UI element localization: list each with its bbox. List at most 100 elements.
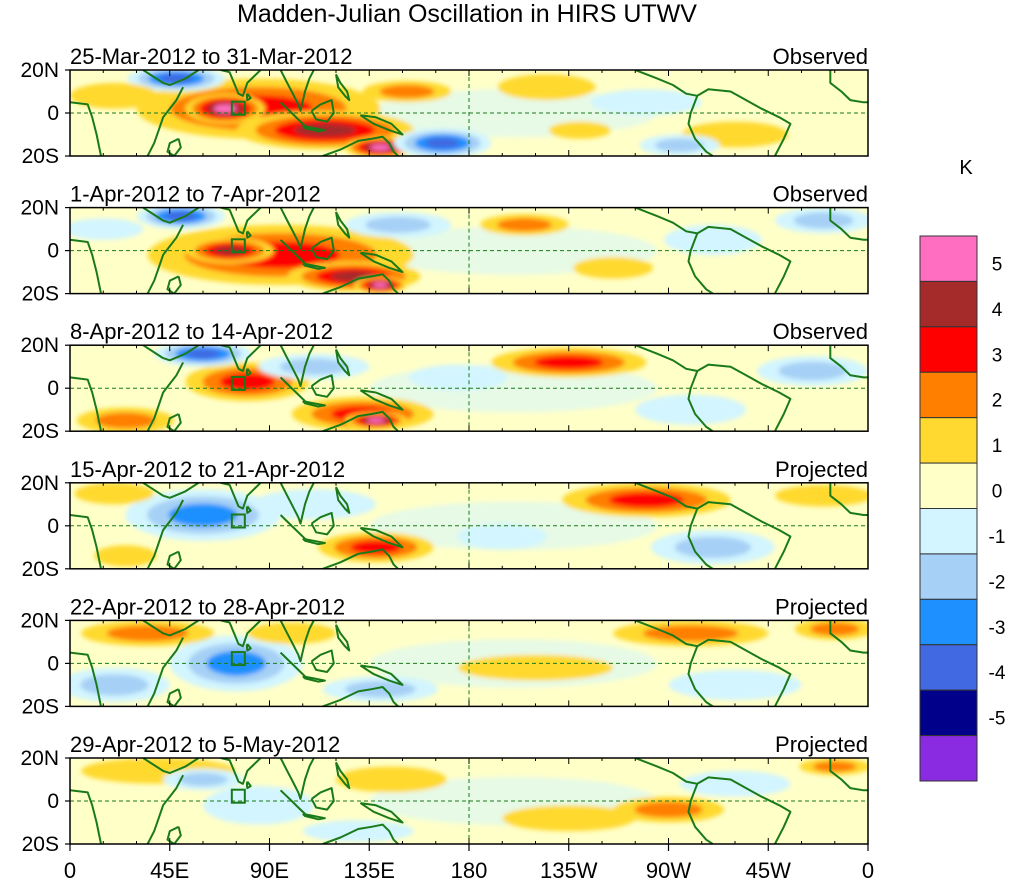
arabia-coast-outline — [142, 70, 200, 86]
blob-11-level-1 — [70, 218, 144, 240]
blob-8-level-1 — [497, 74, 596, 101]
x-tick-label: 45W — [746, 858, 791, 883]
panel-status: Observed — [773, 319, 868, 344]
blob-2-level-2 — [344, 681, 416, 698]
west-africa-outline — [829, 758, 868, 792]
blob-5-level-1 — [774, 484, 868, 507]
india-outline — [220, 345, 262, 372]
central-america-outline — [634, 758, 698, 785]
east-africa-coast-outline — [146, 361, 184, 432]
south-america-outline — [696, 776, 792, 844]
blob-9-level-1 — [548, 121, 611, 139]
coastlines — [70, 482, 868, 569]
africa-coast-outline — [70, 376, 102, 432]
region-box — [230, 651, 246, 667]
africa-coast-outline — [70, 101, 102, 156]
west-africa-outline — [829, 620, 868, 654]
blob-5-level-1 — [302, 820, 414, 842]
panel-status: Observed — [773, 182, 868, 207]
australia-north-outline — [322, 823, 399, 844]
australia-north-outline — [322, 135, 399, 156]
borneo-outline — [310, 787, 335, 811]
blob-7-level-2 — [634, 801, 703, 818]
chart-title: Madden-Julian Oscillation in HIRS UTWV — [237, 0, 697, 28]
new-guinea-outline — [359, 664, 404, 686]
panel-date-range: 8-Apr-2012 to 14-Apr-2012 — [70, 319, 333, 344]
panel-date-range: 22-Apr-2012 to 28-Apr-2012 — [70, 594, 345, 619]
blob-6-level-2 — [95, 412, 156, 429]
panel-3: 20N 0 20S 8-Apr-2012 to 14-Apr-2012 Observed — [20, 319, 869, 443]
indochina-outline — [279, 620, 315, 663]
central-america-outline — [634, 620, 698, 648]
madagascar-outline — [166, 688, 182, 707]
colorbar-swatch — [919, 462, 978, 510]
panels-group: 20N 0 20S 25-Mar-2012 to 31-Mar-2012 Observe… — [20, 44, 869, 856]
region-box — [230, 100, 246, 116]
west-africa-outline — [829, 207, 868, 241]
india-outline — [220, 207, 262, 235]
south-america-west-outline — [687, 645, 714, 707]
java-outline — [302, 537, 326, 546]
indochina-outline — [279, 70, 315, 112]
blob-7-level-1 — [251, 489, 376, 520]
region-box — [230, 513, 246, 529]
india-outline — [220, 758, 262, 785]
madagascar-outline — [166, 550, 182, 569]
y-tick-label: 20S — [22, 145, 59, 168]
africa-coast-outline — [70, 789, 102, 844]
indochina-outline — [279, 758, 315, 800]
x-tick-label: 180 — [451, 858, 488, 883]
philippines-outline — [335, 73, 351, 102]
east-africa-coast-outline — [146, 499, 184, 569]
south-america-outline — [696, 88, 792, 156]
colorbar-swatch — [919, 417, 978, 464]
south-america-outline — [696, 638, 792, 707]
colorbar-label: 3 — [992, 345, 1003, 366]
panel-date-range: 15-Apr-2012 to 21-Apr-2012 — [70, 457, 345, 482]
colorbar-units-label: K — [959, 157, 973, 179]
blob-9-level-2 — [80, 674, 149, 696]
philippines-outline — [335, 349, 351, 377]
anomaly-field — [70, 207, 868, 294]
region-box — [230, 788, 246, 804]
colorbar-swatch — [919, 326, 978, 373]
colorbar: K 5 4 3 2 1 0 -1 -2 -3 -4 -5 — [919, 157, 1006, 782]
blob-10-level-2 — [778, 361, 847, 381]
y-tick-label: 20N — [20, 334, 59, 357]
anomaly-field — [70, 70, 789, 156]
y-tick-label: 20S — [22, 420, 59, 443]
blob-4-level-5 — [370, 144, 391, 151]
blob-9-level-1 — [664, 224, 762, 255]
africa-coast-outline — [70, 514, 102, 569]
philippines-outline — [335, 211, 351, 239]
region-box — [230, 238, 246, 254]
panel-6: 20N 0 20S 29-Apr-2012 to 5-May-2012 Projecte… — [20, 732, 869, 856]
panel-status: Projected — [775, 594, 868, 619]
blob-1-level-3 — [206, 650, 266, 676]
blob-8-level-1 — [409, 364, 507, 391]
blob-4-level-4 — [186, 349, 220, 359]
indochina-outline — [279, 207, 315, 250]
blob-3-level-5 — [367, 417, 385, 423]
colorbar-swatch — [919, 235, 978, 282]
new-guinea-outline — [359, 251, 404, 274]
y-tick-label: 0 — [47, 515, 59, 538]
y-tick-label: 0 — [47, 652, 59, 675]
south-america-west-outline — [687, 783, 714, 844]
blob-8-level-1 — [668, 669, 802, 700]
new-guinea-outline — [359, 389, 404, 411]
x-tick-label: 90E — [250, 858, 289, 883]
borneo-outline — [310, 236, 335, 261]
central-america-outline — [634, 207, 698, 235]
panel-4: 20N 0 20S 15-Apr-2012 to 21-Apr-2012 Project… — [20, 457, 869, 581]
blob-9-level-1 — [74, 482, 155, 505]
y-tick-label: 0 — [47, 102, 59, 125]
arabia-coast-outline — [142, 482, 200, 499]
madagascar-outline — [166, 413, 182, 432]
east-africa-coast-outline — [146, 637, 184, 707]
indochina-outline — [279, 482, 315, 525]
west-africa-outline — [829, 70, 868, 104]
panel-1: 20N 0 20S 25-Mar-2012 to 31-Mar-2012 Observe… — [20, 44, 869, 168]
java-outline — [302, 262, 326, 270]
south-america-west-outline — [687, 370, 714, 432]
